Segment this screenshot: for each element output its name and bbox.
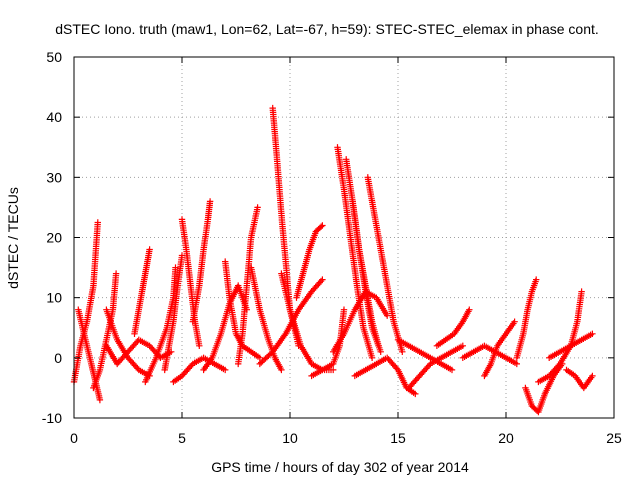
series-28 [459, 342, 520, 368]
series-13 [235, 204, 261, 368]
series-11-markers [200, 282, 250, 374]
x-tick-label: 15 [390, 430, 406, 446]
axes: 0 5 10 15 20 25 -10 0 10 20 30 40 50 [42, 49, 622, 446]
chart-title: dSTEC Iono. truth (maw1, Lon=62, Lat=-67… [55, 21, 599, 37]
series-30 [513, 276, 540, 361]
series-36 [394, 336, 456, 374]
series-22-markers [349, 198, 382, 349]
x-tick-label: 20 [498, 430, 514, 446]
y-tick-label: 0 [54, 350, 62, 366]
series-8 [170, 354, 229, 386]
series-6 [142, 264, 179, 386]
series-28-markers [459, 342, 520, 368]
series-36-markers [394, 336, 456, 374]
y-tick-label: 30 [46, 169, 62, 185]
series-6-markers [142, 264, 179, 386]
series-35-markers [103, 336, 175, 368]
x-tick-label: 10 [282, 430, 298, 446]
series-30-markers [513, 276, 540, 361]
data-points [70, 104, 596, 416]
series-23 [364, 174, 406, 355]
series-13-markers [235, 204, 261, 368]
series-18 [293, 222, 326, 301]
series-3 [90, 270, 120, 392]
series-10-markers [189, 198, 214, 325]
series-20-markers [334, 144, 376, 361]
x-tick-label: 25 [606, 430, 622, 446]
series-7-markers [161, 252, 186, 374]
series-5-markers [131, 246, 153, 337]
series-29-markers [481, 318, 518, 380]
series-35 [103, 336, 175, 368]
series-34-markers [563, 366, 596, 392]
series-8-markers [170, 354, 229, 386]
y-tick-label: 20 [46, 230, 62, 246]
series-33-markers [546, 330, 596, 361]
series-27 [433, 306, 473, 349]
series-34 [563, 366, 596, 392]
y-tick-label: 50 [46, 49, 62, 65]
series-23-markers [364, 174, 406, 355]
series-33 [546, 330, 596, 361]
series-10 [189, 198, 214, 325]
series-31-markers [522, 360, 566, 416]
y-tick-label: 10 [46, 290, 62, 306]
x-axis-label: GPS time / hours of day 302 of year 2014 [211, 459, 469, 475]
y-tick-label: -10 [42, 410, 62, 426]
series-24 [330, 288, 391, 355]
series-29 [481, 318, 518, 380]
y-axis-label: dSTEC / TECUs [5, 187, 21, 289]
x-tick-label: 0 [70, 430, 78, 446]
x-tick-label: 5 [178, 430, 186, 446]
series-5 [131, 246, 153, 337]
y-tick-label: 40 [46, 109, 62, 125]
gridlines [74, 57, 614, 418]
series-3-markers [90, 270, 120, 392]
series-24-markers [330, 288, 391, 355]
series-27-markers [433, 306, 473, 349]
series-11 [200, 282, 250, 374]
series-20 [334, 144, 376, 361]
series-7 [161, 252, 186, 374]
series-31 [522, 360, 566, 416]
series-22 [349, 198, 382, 349]
series-18-markers [293, 222, 326, 301]
